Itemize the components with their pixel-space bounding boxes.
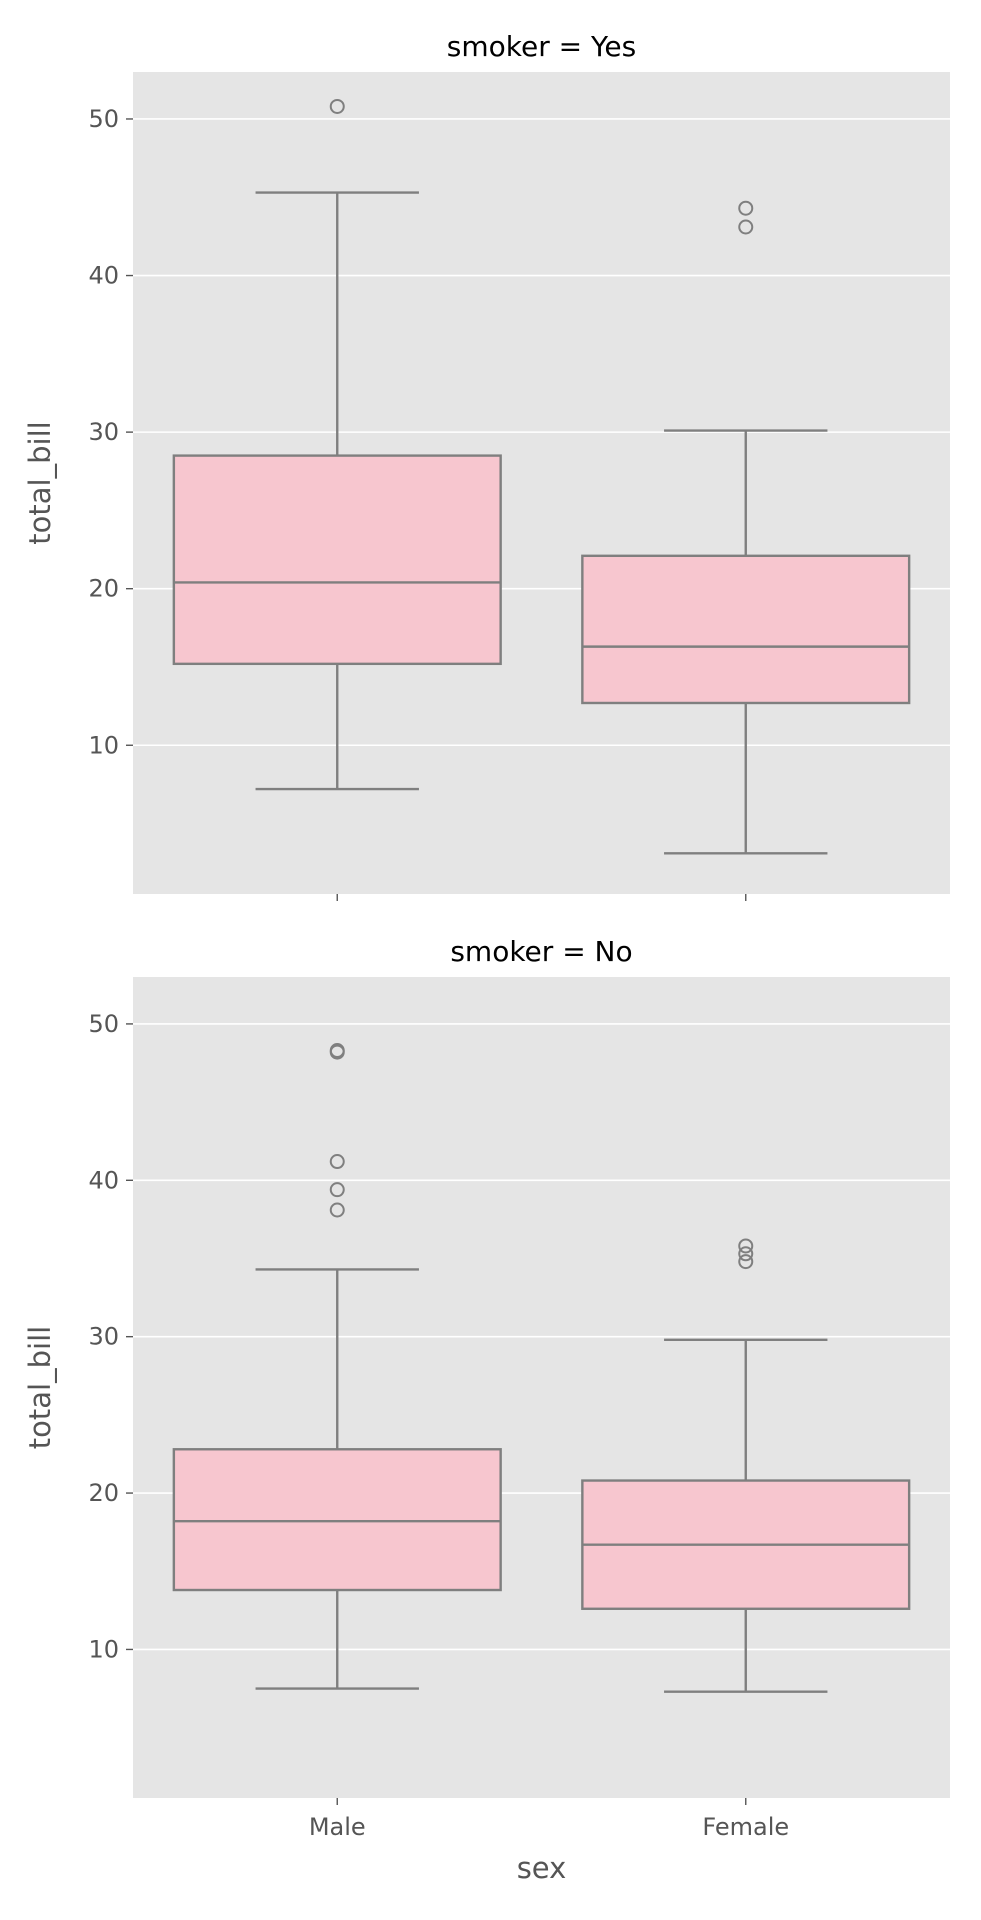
x-axis-label: sex bbox=[517, 1851, 567, 1885]
x-tick-label: Female bbox=[702, 1813, 789, 1841]
box-female bbox=[581, 200, 911, 855]
y-tick-label: 20 bbox=[88, 1479, 119, 1507]
box-female bbox=[581, 1238, 911, 1693]
box-iqr bbox=[172, 454, 502, 666]
box-iqr bbox=[581, 554, 911, 705]
outlier-point bbox=[738, 1254, 754, 1270]
y-tick-label: 20 bbox=[88, 575, 119, 603]
chart-title: smoker = No bbox=[450, 935, 632, 968]
y-tick-label: 10 bbox=[88, 731, 119, 759]
plot-background bbox=[133, 977, 950, 1798]
outlier-point bbox=[329, 1182, 345, 1198]
y-tick-label: 50 bbox=[88, 105, 119, 133]
outlier-point bbox=[738, 1246, 754, 1262]
box-male bbox=[172, 1042, 502, 1690]
y-tick-label: 40 bbox=[88, 262, 119, 290]
outlier-point bbox=[329, 1202, 345, 1218]
y-tick-label: 30 bbox=[88, 1323, 119, 1351]
y-tick-label: 40 bbox=[88, 1166, 119, 1194]
outlier-point bbox=[329, 1154, 345, 1170]
y-axis-label: total_bill bbox=[23, 421, 57, 544]
y-tick-label: 50 bbox=[88, 1010, 119, 1038]
chart-title: smoker = Yes bbox=[447, 30, 636, 63]
outlier-point bbox=[738, 219, 754, 235]
panel-1: 10 20 30 40 50 smoker = Yes total_bill bbox=[23, 30, 950, 901]
y-tick-label: 10 bbox=[88, 1635, 119, 1663]
outlier-point bbox=[329, 1044, 345, 1060]
box-iqr bbox=[172, 1448, 502, 1592]
y-axis-label: total_bill bbox=[23, 1326, 57, 1449]
outlier-point bbox=[738, 1238, 754, 1254]
panel-2: 10 20 30 40 50 smoker = No total_bill Male Femal… bbox=[23, 935, 950, 1885]
y-tick-label: 30 bbox=[88, 418, 119, 446]
box-male bbox=[172, 98, 502, 791]
outlier-point bbox=[329, 98, 345, 114]
x-tick-label: Male bbox=[309, 1813, 366, 1841]
outlier-point bbox=[738, 200, 754, 216]
